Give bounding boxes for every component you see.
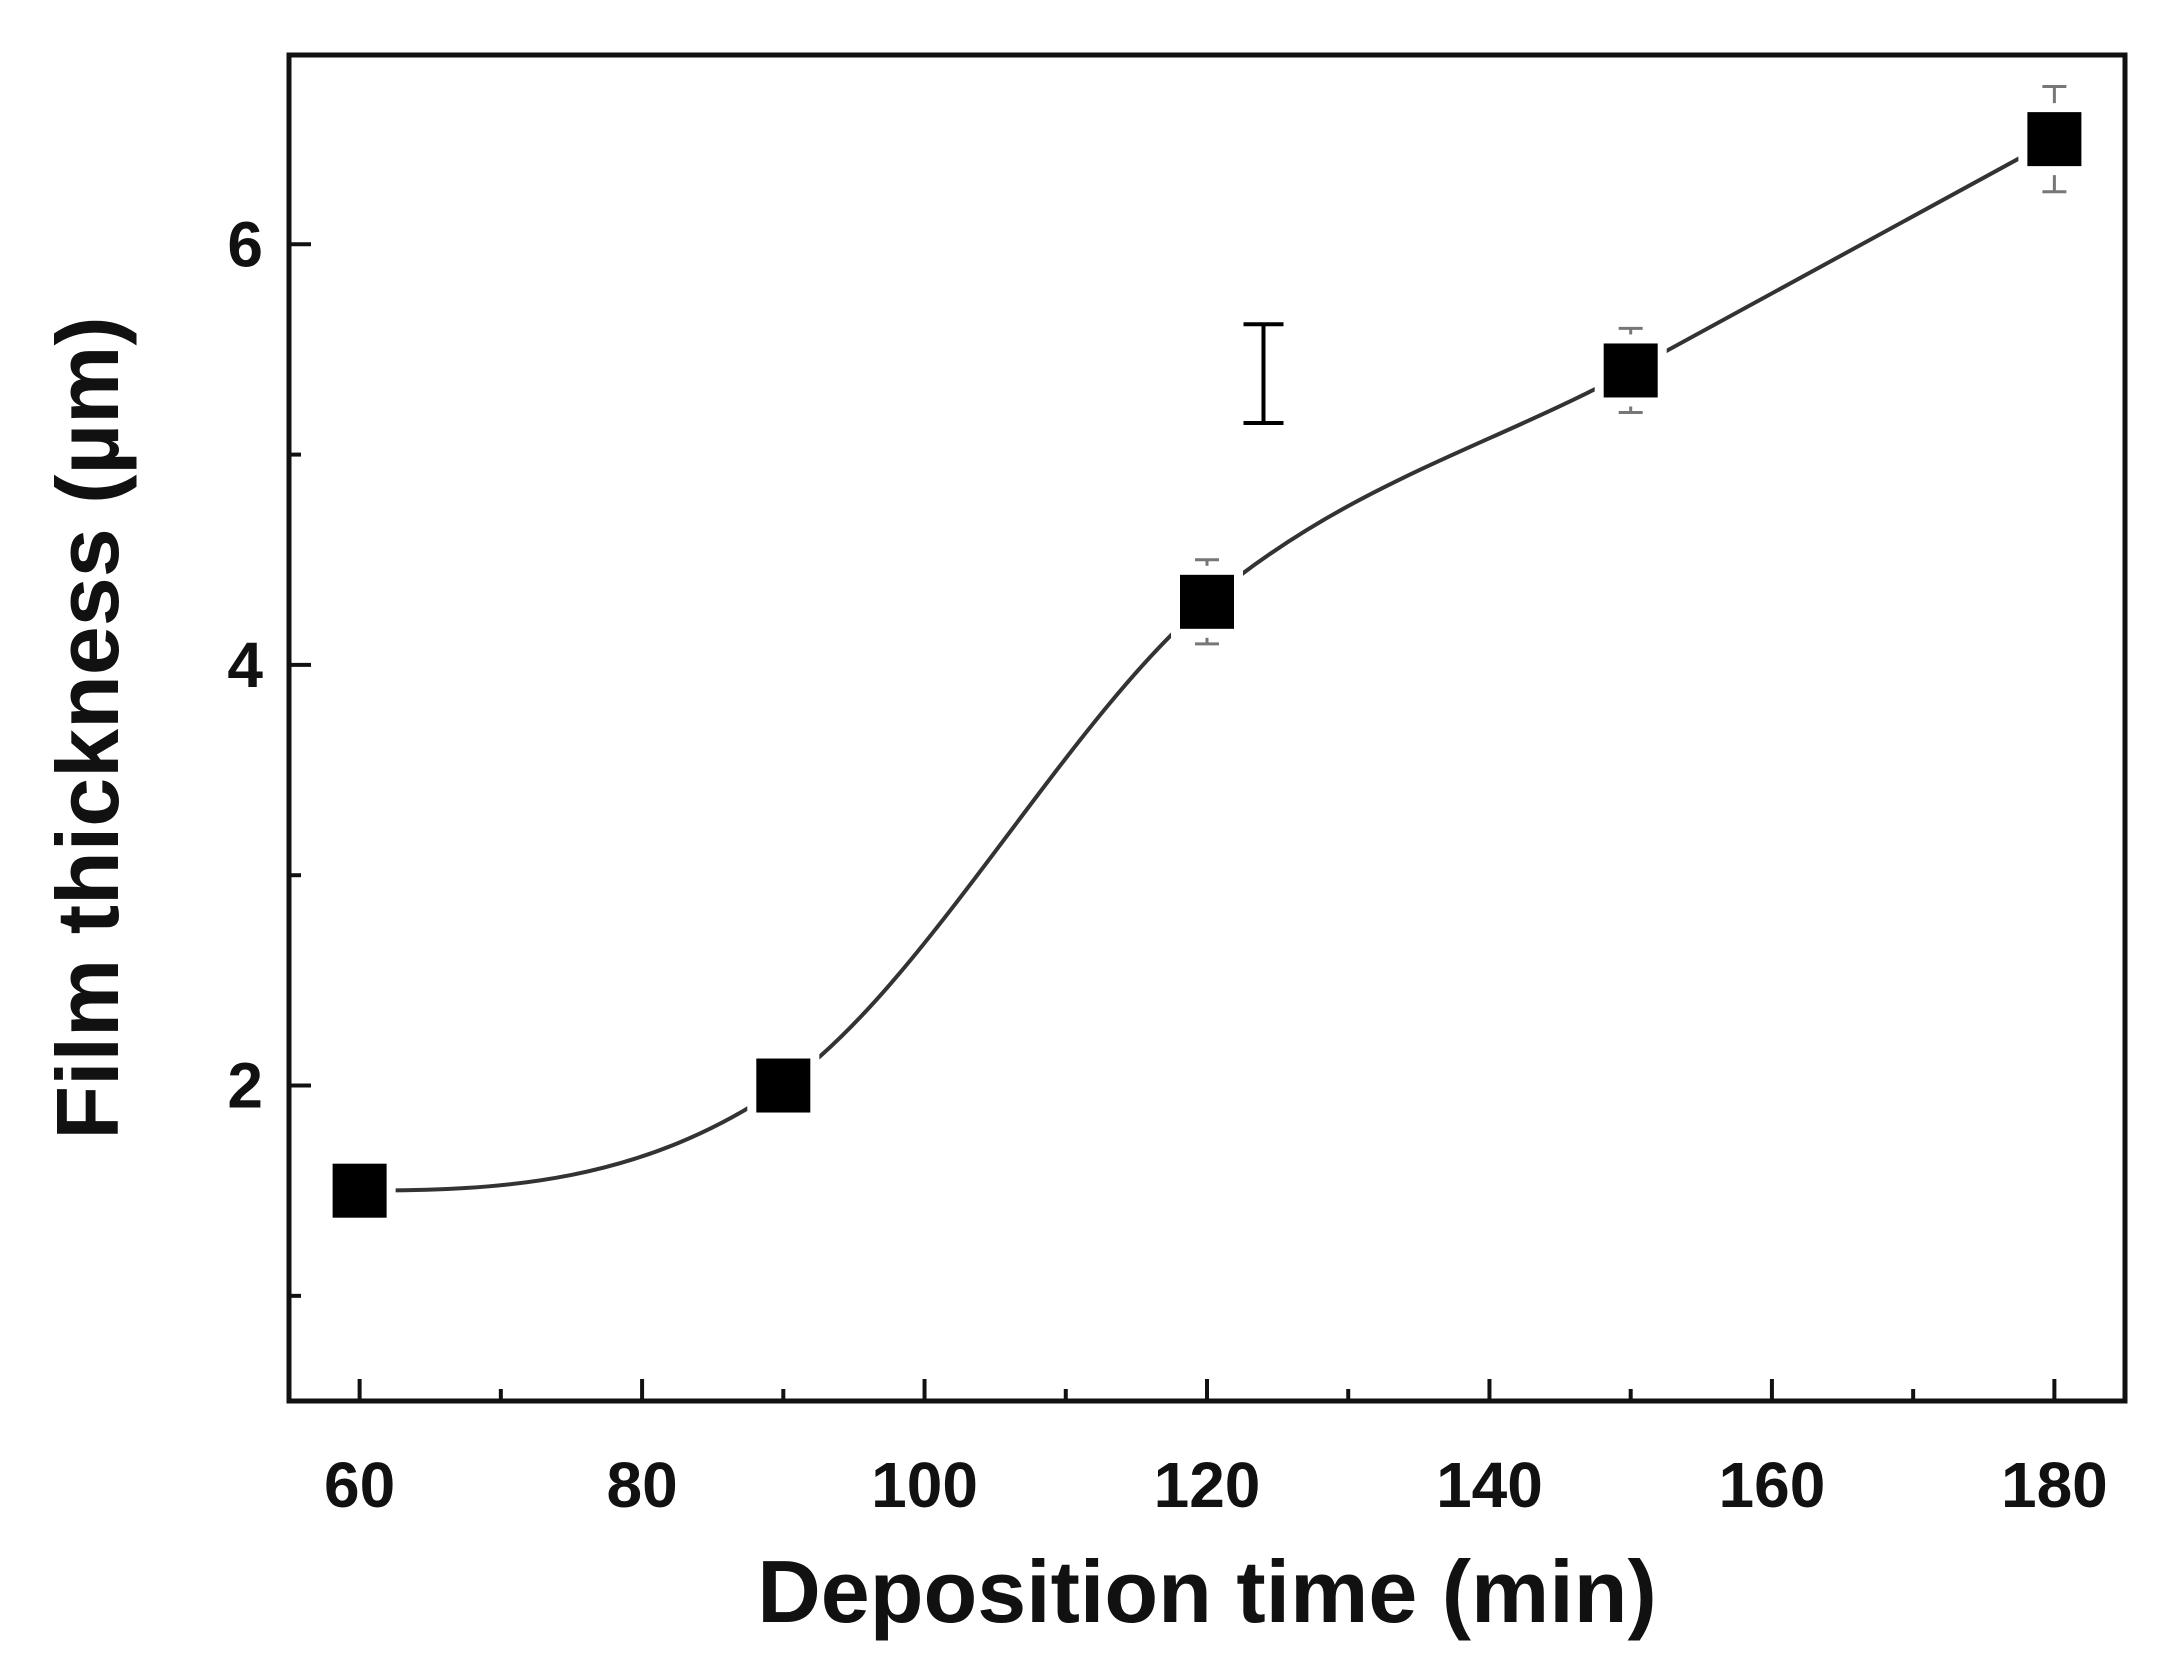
data-point [1171,558,1243,646]
square-marker [332,1163,387,1218]
square-marker [756,1058,811,1113]
fit-curve [359,137,2056,1193]
data-point [2018,85,2091,194]
x-tick-label: 80 [606,1449,677,1521]
x-tick-label: 100 [871,1449,978,1521]
x-tick-label: 160 [1719,1449,1826,1521]
data-point [323,1154,396,1227]
error-bar-scale [1243,322,1284,426]
plot-frame [286,52,2128,1404]
y-tick-label: 6 [227,208,263,280]
data-point [747,1049,820,1122]
x-tick-label: 140 [1436,1449,1543,1521]
x-tick-label: 180 [2001,1449,2108,1521]
data-point [1594,326,1667,415]
square-marker [2027,112,2082,167]
y-tick-label: 4 [227,629,263,701]
tick-labels: 60 80 100 120 140 160 180 2 4 6 [227,208,2107,1521]
x-tick-label: 60 [324,1449,395,1521]
square-marker [1180,574,1234,629]
axis-ticks [289,242,2057,1401]
y-tick-label: 2 [227,1050,263,1122]
annotations [1243,322,1284,426]
x-axis-title: Deposition time (min) [757,1542,1657,1641]
y-axis-title: Film thickness (µm) [38,316,137,1139]
data-points [323,85,2091,1227]
square-marker [1603,343,1658,398]
x-tick-label: 120 [1154,1449,1261,1521]
